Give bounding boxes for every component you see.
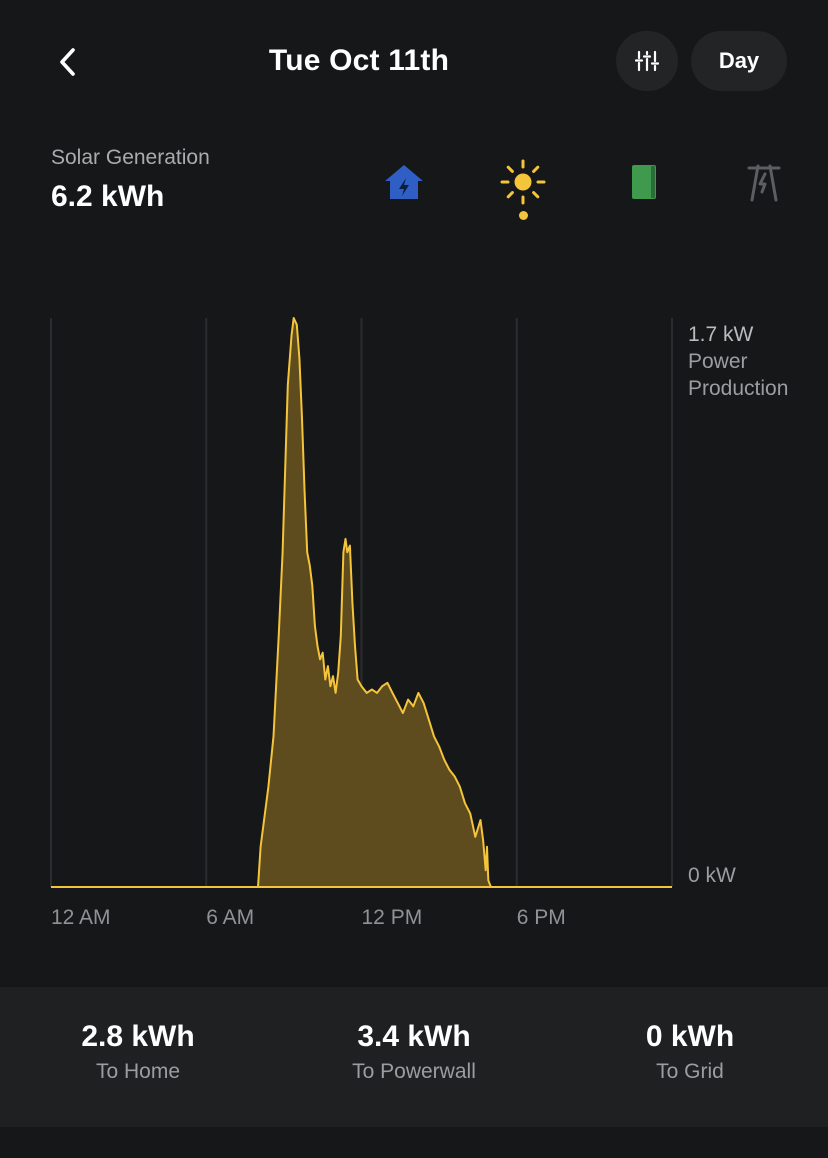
page-title: Tue Oct 11th — [268, 44, 450, 77]
power-production-chart: 1.7 kW Power Production 0 kW 12 AM 6 AM 12… — [50, 317, 788, 929]
chevron-left-icon — [60, 48, 75, 76]
totals-bar — [0, 987, 828, 1127]
home-bolt-icon — [385, 165, 423, 199]
y-axis-label-line2: Production — [688, 377, 788, 400]
powerwall-icon — [632, 165, 656, 199]
solar-source-button[interactable] — [497, 156, 549, 208]
total-label: To Powerwall — [352, 1060, 476, 1083]
solar-area-fill — [51, 318, 672, 887]
total-label: To Grid — [656, 1060, 724, 1083]
y-axis-label-line1: Power — [688, 350, 748, 373]
metric-value: 6.2 kWh — [51, 180, 165, 213]
total-value: 3.4 kWh — [357, 1020, 471, 1053]
filter-button[interactable] — [616, 31, 678, 91]
total-to-grid: 0 kWh To Grid — [552, 1020, 828, 1084]
active-source-indicator — [519, 211, 528, 220]
period-selector-button[interactable]: Day — [691, 31, 787, 91]
metric-label: Solar Generation — [51, 146, 210, 169]
sun-icon — [500, 159, 546, 205]
x-tick-label: 6 AM — [206, 906, 254, 929]
y-min-label: 0 kW — [688, 864, 736, 887]
total-to-home: 2.8 kWh To Home — [0, 1020, 276, 1084]
back-button[interactable] — [44, 38, 92, 86]
total-value: 2.8 kWh — [81, 1020, 195, 1053]
total-value: 0 kWh — [645, 1020, 735, 1053]
y-max-label: 1.7 kW — [688, 323, 754, 346]
home-source-button[interactable] — [378, 156, 430, 208]
grid-source-button[interactable] — [738, 156, 790, 208]
x-tick-label: 12 PM — [362, 906, 423, 929]
x-tick-label: 12 AM — [51, 906, 111, 929]
x-tick-label: 6 PM — [517, 906, 566, 929]
total-to-powerwall: 3.4 kWh To Powerwall — [276, 1020, 552, 1084]
total-label: To Home — [95, 1060, 181, 1083]
sliders-icon — [635, 50, 659, 72]
grid-tower-icon — [747, 164, 781, 202]
powerwall-source-button[interactable] — [618, 156, 670, 208]
solar-area-line — [51, 317, 672, 888]
